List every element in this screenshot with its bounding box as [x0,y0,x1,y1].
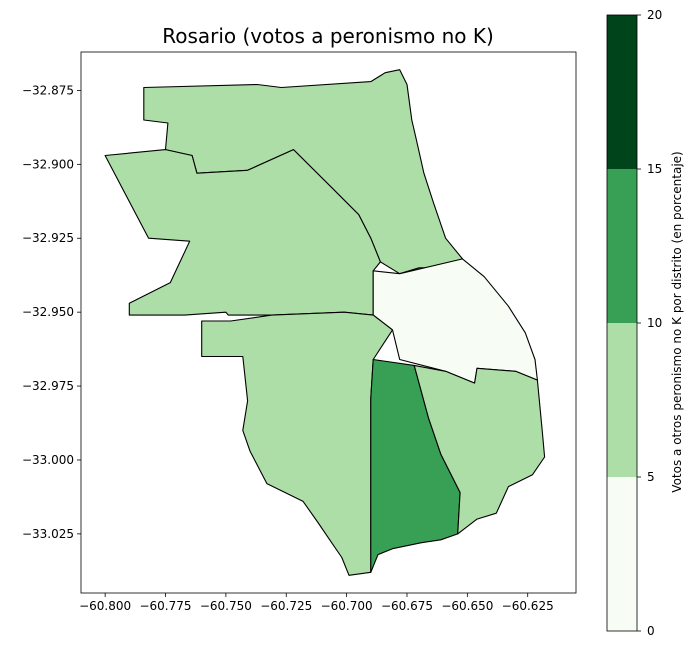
plot-area [80,51,577,594]
y-tick-label: −32.925 [22,231,74,245]
y-tick-label: −32.950 [22,305,74,319]
plot-frame [80,51,577,594]
y-tick-label: −32.900 [22,157,74,171]
y-tick-label: −33.000 [22,453,74,467]
x-tick-label: −60.700 [321,599,373,613]
x-tick-label: −60.725 [260,599,312,613]
y-axis: −32.875 −32.900 −32.925 −32.950 −32.975 −33.0… [22,83,81,541]
x-tick-label: −60.625 [502,599,554,613]
colorbar-tick-label: 15 [647,162,662,176]
colorbar-label: Votos a otros peronismo no K por distrit… [670,151,684,492]
colorbar-segment [607,169,637,323]
x-axis: −60.800 −60.775 −60.750 −60.725 −60.700 −60.6… [79,593,554,613]
colorbar-tick-label: 5 [647,470,655,484]
colorbar-segment [607,15,637,169]
y-tick-label: −33.025 [22,527,74,541]
y-tick-label: −32.875 [22,83,74,97]
x-tick-label: −60.675 [381,599,433,613]
colorbar-tick-label: 0 [647,624,655,638]
x-tick-label: −60.800 [79,599,131,613]
colorbar-tick-label: 20 [647,8,662,22]
x-tick-label: −60.650 [441,599,493,613]
colorbar: 0 5 10 15 20 [606,8,662,638]
y-tick-label: −32.975 [22,379,74,393]
colorbar-segment [607,477,637,631]
colorbar-segment [607,323,637,477]
x-tick-label: −60.775 [139,599,191,613]
district-6 [413,364,546,535]
district-4 [201,311,394,576]
x-tick-label: −60.750 [200,599,252,613]
map-title: Rosario (votos a peronismo no K) [162,24,494,48]
colorbar-tick-label: 10 [647,316,662,330]
